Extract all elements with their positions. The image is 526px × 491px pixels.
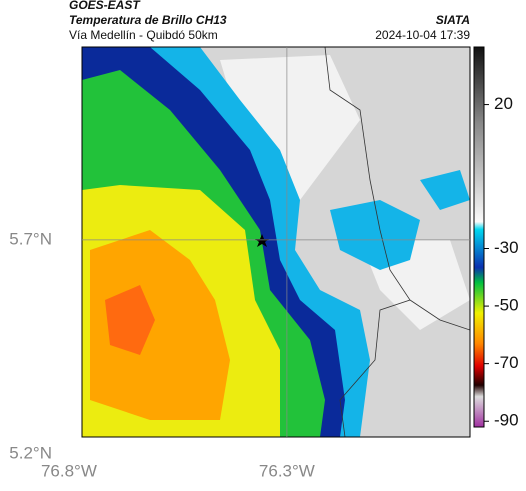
product: Temperatura de Brillo CH13 — [69, 13, 227, 27]
y-tick-label: 5.2°N — [9, 444, 52, 463]
timestamp: 2024-10-04 17:39 — [375, 28, 470, 42]
source: GOES-EAST — [69, 0, 141, 12]
colorbar-tick-label: -50 — [494, 296, 519, 315]
colorbar-tick-label: -70 — [494, 353, 519, 372]
brand: SIATA — [436, 13, 470, 27]
x-tick-label: 76.3°W — [259, 461, 315, 480]
colorbar — [473, 46, 485, 428]
colorbar-tick-label: 20 — [494, 94, 513, 113]
map-frame — [81, 46, 471, 438]
colorbar-tick-label: -90 — [494, 411, 519, 430]
imagery — [82, 47, 470, 437]
x-tick-label: 76.8°W — [41, 461, 97, 480]
y-tick-label: 5.7°N — [9, 229, 52, 248]
region: Vía Medellín - Quibdó 50km — [69, 28, 218, 42]
colorbar-tick-label: -30 — [494, 238, 519, 257]
